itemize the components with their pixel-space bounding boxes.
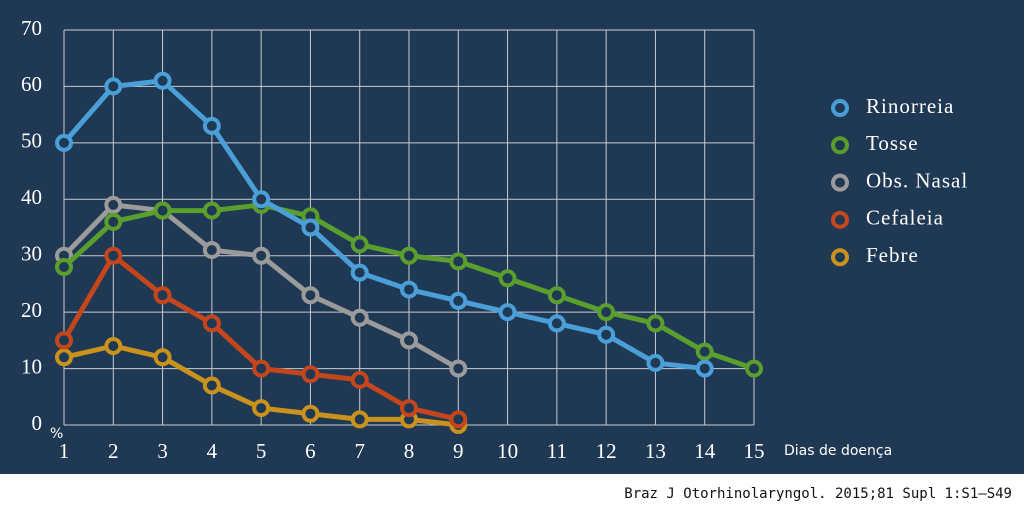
- legend-label: Tosse: [866, 131, 919, 155]
- data-point: [400, 399, 418, 418]
- y-tick-label: 50: [21, 129, 42, 153]
- data-point: [202, 376, 221, 395]
- data-point: [350, 235, 369, 254]
- x-tick-label: 5: [256, 439, 267, 463]
- data-point: [104, 195, 123, 214]
- data-point: [745, 359, 763, 378]
- x-tick-label: 12: [596, 439, 617, 463]
- data-point: [301, 365, 320, 384]
- legend-marker: [831, 136, 849, 155]
- y-tick-label: 40: [21, 185, 42, 209]
- data-point: [646, 314, 665, 333]
- y-axis-label: %: [50, 426, 63, 442]
- y-tick-label: 20: [21, 298, 42, 322]
- data-point: [252, 246, 271, 265]
- data-point: [695, 342, 714, 361]
- data-point: [104, 212, 123, 231]
- x-tick-label: 4: [207, 439, 218, 463]
- x-tick-label: 2: [108, 439, 119, 463]
- x-axis-label: Dias de doença: [784, 443, 892, 459]
- data-point: [104, 246, 123, 265]
- legend-marker: [831, 210, 849, 229]
- data-point: [547, 286, 566, 305]
- data-point: [597, 303, 616, 322]
- data-point: [301, 286, 320, 305]
- legend-label: Rinorreia: [866, 94, 954, 118]
- x-tick-label: 13: [645, 439, 666, 463]
- data-point: [547, 314, 566, 333]
- data-point: [301, 404, 320, 423]
- chart-background: [0, 0, 1024, 474]
- data-point: [104, 77, 123, 96]
- x-tick-label: 6: [305, 439, 316, 463]
- y-tick-label: 70: [21, 16, 42, 40]
- data-point: [301, 218, 320, 237]
- data-point: [55, 133, 73, 152]
- data-point: [153, 348, 172, 367]
- x-tick-label: 9: [453, 439, 464, 463]
- data-point: [498, 269, 517, 288]
- data-point: [400, 246, 418, 265]
- x-tick-label: 3: [157, 439, 168, 463]
- data-point: [400, 280, 418, 299]
- data-point: [350, 410, 369, 429]
- y-tick-label: 60: [21, 72, 42, 96]
- legend-label: Cefaleia: [866, 206, 944, 230]
- data-point: [202, 241, 221, 260]
- x-tick-label: 8: [404, 439, 415, 463]
- x-tick-label: 10: [497, 439, 518, 463]
- data-point: [350, 308, 369, 327]
- data-point: [449, 252, 468, 271]
- data-point: [252, 190, 271, 209]
- y-tick-label: 10: [21, 354, 42, 378]
- x-tick-label: 14: [694, 439, 716, 463]
- data-point: [400, 331, 418, 350]
- data-point: [55, 348, 73, 367]
- caption: Braz J Otorhinolaryngol. 2015;81 Supl 1:…: [624, 486, 1012, 502]
- data-point: [104, 337, 123, 355]
- x-tick-label: 15: [744, 439, 765, 463]
- data-point: [498, 303, 517, 322]
- x-tick-label: 7: [354, 439, 365, 463]
- data-point: [350, 263, 369, 282]
- data-point: [55, 331, 73, 350]
- data-point: [202, 116, 221, 135]
- data-point: [597, 325, 616, 344]
- legend-label: Febre: [866, 243, 919, 267]
- x-tick-label: 1: [59, 439, 70, 463]
- data-point: [252, 399, 271, 418]
- data-point: [695, 359, 714, 378]
- legend-label: Obs. Nasal: [866, 168, 968, 192]
- y-tick-label: 0: [32, 411, 43, 435]
- data-point: [646, 353, 665, 372]
- data-point: [252, 359, 271, 378]
- x-tick-label: 11: [547, 439, 567, 463]
- data-point: [153, 201, 172, 220]
- data-point: [153, 286, 172, 305]
- data-point: [153, 71, 172, 90]
- legend-marker: [831, 99, 849, 117]
- legend-marker: [831, 173, 849, 192]
- legend-marker: [831, 248, 849, 267]
- data-point: [55, 258, 73, 276]
- data-point: [449, 410, 468, 429]
- y-tick-label: 30: [21, 242, 42, 266]
- data-point: [350, 370, 369, 389]
- data-point: [202, 201, 221, 220]
- data-point: [449, 291, 468, 310]
- data-point: [449, 359, 468, 378]
- data-point: [202, 314, 221, 333]
